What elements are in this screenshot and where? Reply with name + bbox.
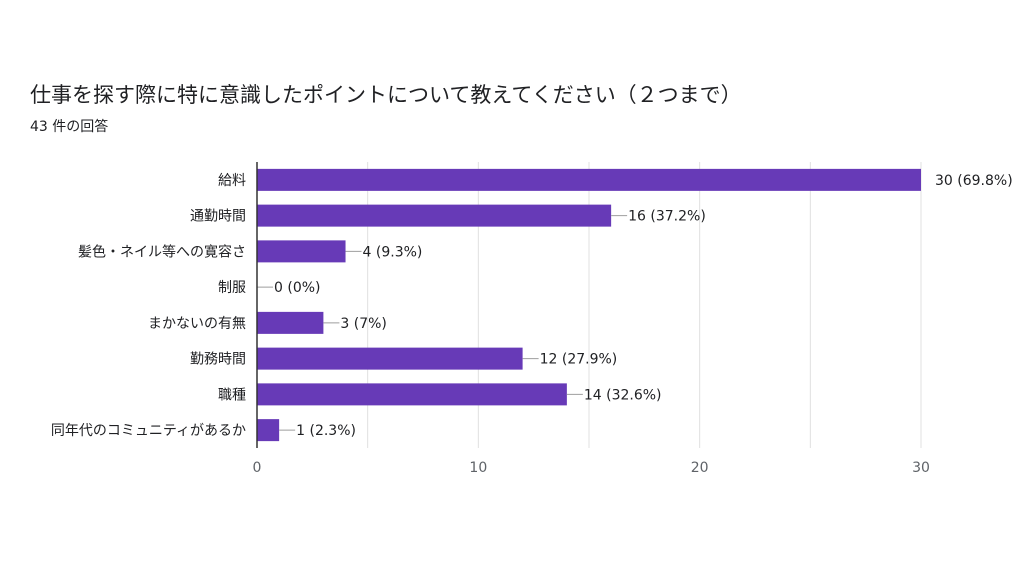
category-label: 同年代のコミュニティがあるか <box>51 423 246 439</box>
data-label: 4 (9.3%) <box>363 244 423 260</box>
chart-title: 仕事を探す際に特に意識したポイントについて教えてください（２つまで） <box>30 83 742 107</box>
bar <box>257 347 523 370</box>
data-label: 0 (0%) <box>274 280 321 296</box>
x-tick-label: 20 <box>691 460 709 476</box>
bar <box>257 383 567 406</box>
category-label: 職種 <box>218 387 246 403</box>
bar <box>257 204 612 227</box>
data-label: 14 (32.6%) <box>584 387 662 403</box>
bar <box>257 419 280 442</box>
bar <box>257 168 921 191</box>
category-label: 髪色・ネイル等への寛容さ <box>78 243 246 260</box>
data-label: 30 (69.8%) <box>935 173 1013 189</box>
x-tick-label: 0 <box>253 460 262 476</box>
x-tick-label: 10 <box>469 460 487 476</box>
data-label: 12 (27.9%) <box>540 352 618 368</box>
category-label: 通勤時間 <box>190 209 246 225</box>
bar <box>257 240 346 263</box>
category-label: 勤務時間 <box>190 352 246 368</box>
category-label: 制服 <box>218 280 246 296</box>
category-label: 給料 <box>218 173 246 189</box>
bar <box>257 311 324 334</box>
data-label: 1 (2.3%) <box>296 423 356 439</box>
data-label: 3 (7%) <box>340 316 387 332</box>
data-label: 16 (37.2%) <box>628 209 706 225</box>
x-tick-label: 30 <box>912 460 930 476</box>
category-label: まかないの有無 <box>148 316 246 332</box>
response-count: 43 件の回答 <box>30 119 109 135</box>
